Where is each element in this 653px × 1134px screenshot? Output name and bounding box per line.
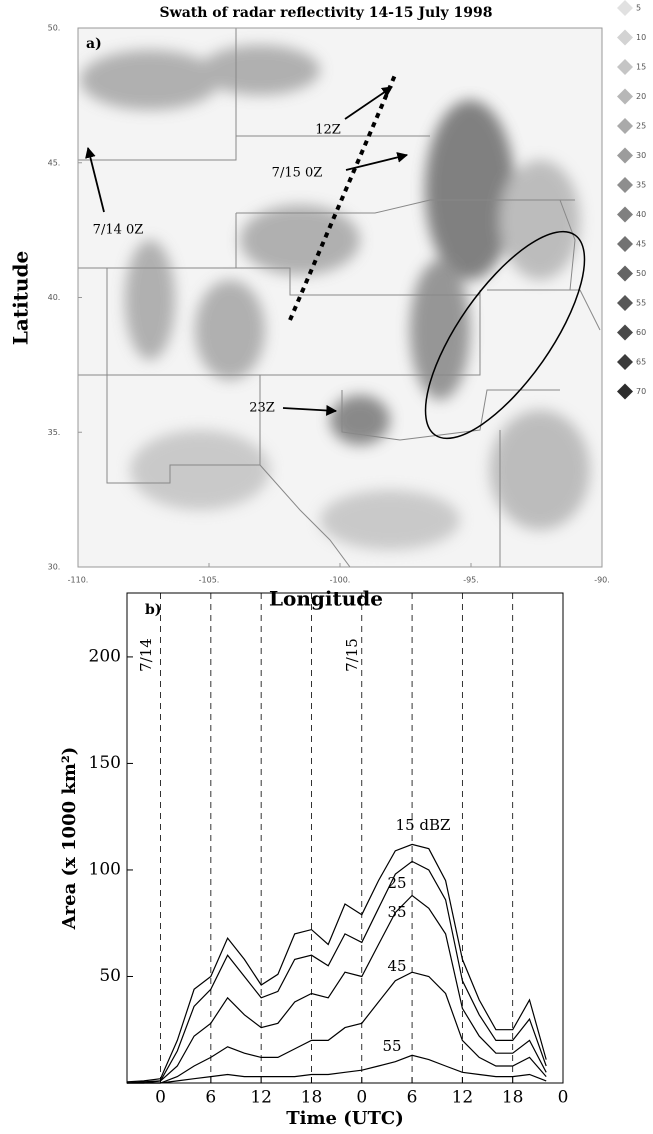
colorbar-swatch: [617, 295, 633, 311]
colorbar-swatch: [617, 206, 633, 223]
series-label: 25: [387, 874, 406, 892]
colorbar-label: 35: [636, 181, 646, 190]
y-tick-label: 50: [99, 966, 121, 986]
series-label: 55: [382, 1037, 401, 1055]
colorbar-label: 45: [636, 240, 646, 249]
squall-track: [288, 74, 397, 321]
x-tick-label: -110.: [68, 576, 89, 585]
series-label: 15 dBZ: [396, 816, 451, 834]
y-tick-label: 50.: [48, 24, 61, 33]
colorbar-swatch: [617, 383, 633, 400]
y-axis-label: Latitude: [9, 251, 33, 345]
colorbar-label: 60: [636, 328, 646, 337]
series-label: 45: [387, 957, 406, 975]
colorbar-swatch: [617, 118, 633, 134]
series-label: 35: [387, 903, 406, 921]
x-tick-label: -100.: [330, 576, 351, 585]
panel-label: b): [145, 602, 161, 618]
colorbar-label: 40: [636, 210, 646, 219]
series-line: [127, 971, 547, 1084]
annotation: 7/14 0Z: [93, 223, 144, 238]
colorbar-swatch: [617, 354, 633, 370]
y-tick-label: 45.: [48, 158, 61, 167]
colorbar-swatch: [617, 147, 633, 164]
colorbar-label: 25: [636, 122, 646, 131]
annotation: 23Z: [249, 401, 275, 416]
x-axis-label: Time (UTC): [286, 1108, 403, 1129]
colorbar-swatch: [617, 59, 633, 75]
highlight-ellipse: [424, 230, 586, 440]
colorbar-swatch: [617, 88, 633, 105]
plot-frame: [126, 592, 564, 1084]
y-tick-label: 30.: [48, 563, 61, 572]
series-line: [127, 894, 547, 1084]
y-tick-label: 150: [89, 753, 121, 773]
x-tick-label: 0: [558, 1088, 569, 1108]
colorbar-swatch: [617, 29, 633, 46]
map-title: Swath of radar reflectivity 14-15 July 1…: [160, 5, 493, 21]
colorbar-label: 65: [636, 358, 646, 367]
series-line: [126, 843, 547, 1083]
colorbar-swatch: [617, 0, 633, 16]
colorbar-swatch: [617, 265, 633, 282]
date-annotation: 7/14: [137, 638, 155, 672]
arrows: [85, 86, 409, 416]
colorbar-swatch: [617, 177, 633, 193]
x-tick-label: -90.: [594, 576, 610, 585]
x-tick-label: -105.: [199, 576, 220, 585]
x-tick-label: 6: [407, 1088, 418, 1108]
colorbar-swatch: [617, 236, 633, 252]
colorbar-label: 5: [636, 4, 641, 13]
annotation: 7/15 0Z: [272, 166, 323, 181]
y-tick-label: 100: [89, 859, 121, 879]
colorbar-label: 10: [636, 33, 646, 42]
x-tick-label: 0: [155, 1088, 166, 1108]
y-tick-label: 35.: [48, 428, 61, 437]
x-tick-label: -95.: [463, 576, 479, 585]
y-tick-label: 40.: [48, 293, 61, 302]
colorbar-label: 55: [636, 299, 646, 308]
date-annotation: 7/15: [343, 638, 361, 672]
x-axis-label: Longitude: [269, 587, 383, 611]
annotation: 12Z: [315, 123, 341, 138]
colorbar-label: 20: [636, 92, 646, 101]
x-tick-label: 12: [452, 1088, 474, 1108]
x-tick-label: 18: [301, 1088, 323, 1108]
x-tick-label: 0: [356, 1088, 367, 1108]
map-imagery: [78, 28, 602, 567]
colorbar-label: 30: [636, 151, 646, 160]
series-line: [127, 1054, 547, 1084]
colorbar-label: 70: [636, 387, 646, 396]
colorbar-swatch: [617, 324, 633, 341]
colorbar-label: 50: [636, 269, 646, 278]
series-line: [126, 860, 547, 1084]
x-tick-label: 6: [205, 1088, 216, 1108]
x-tick-label: 12: [250, 1088, 272, 1108]
colorbar-label: 15: [636, 63, 646, 72]
x-tick-label: 18: [502, 1088, 524, 1108]
y-axis-label: Area (x 1000 km²): [59, 747, 80, 931]
panel-label: a): [86, 36, 102, 52]
y-tick-label: 200: [89, 646, 121, 666]
